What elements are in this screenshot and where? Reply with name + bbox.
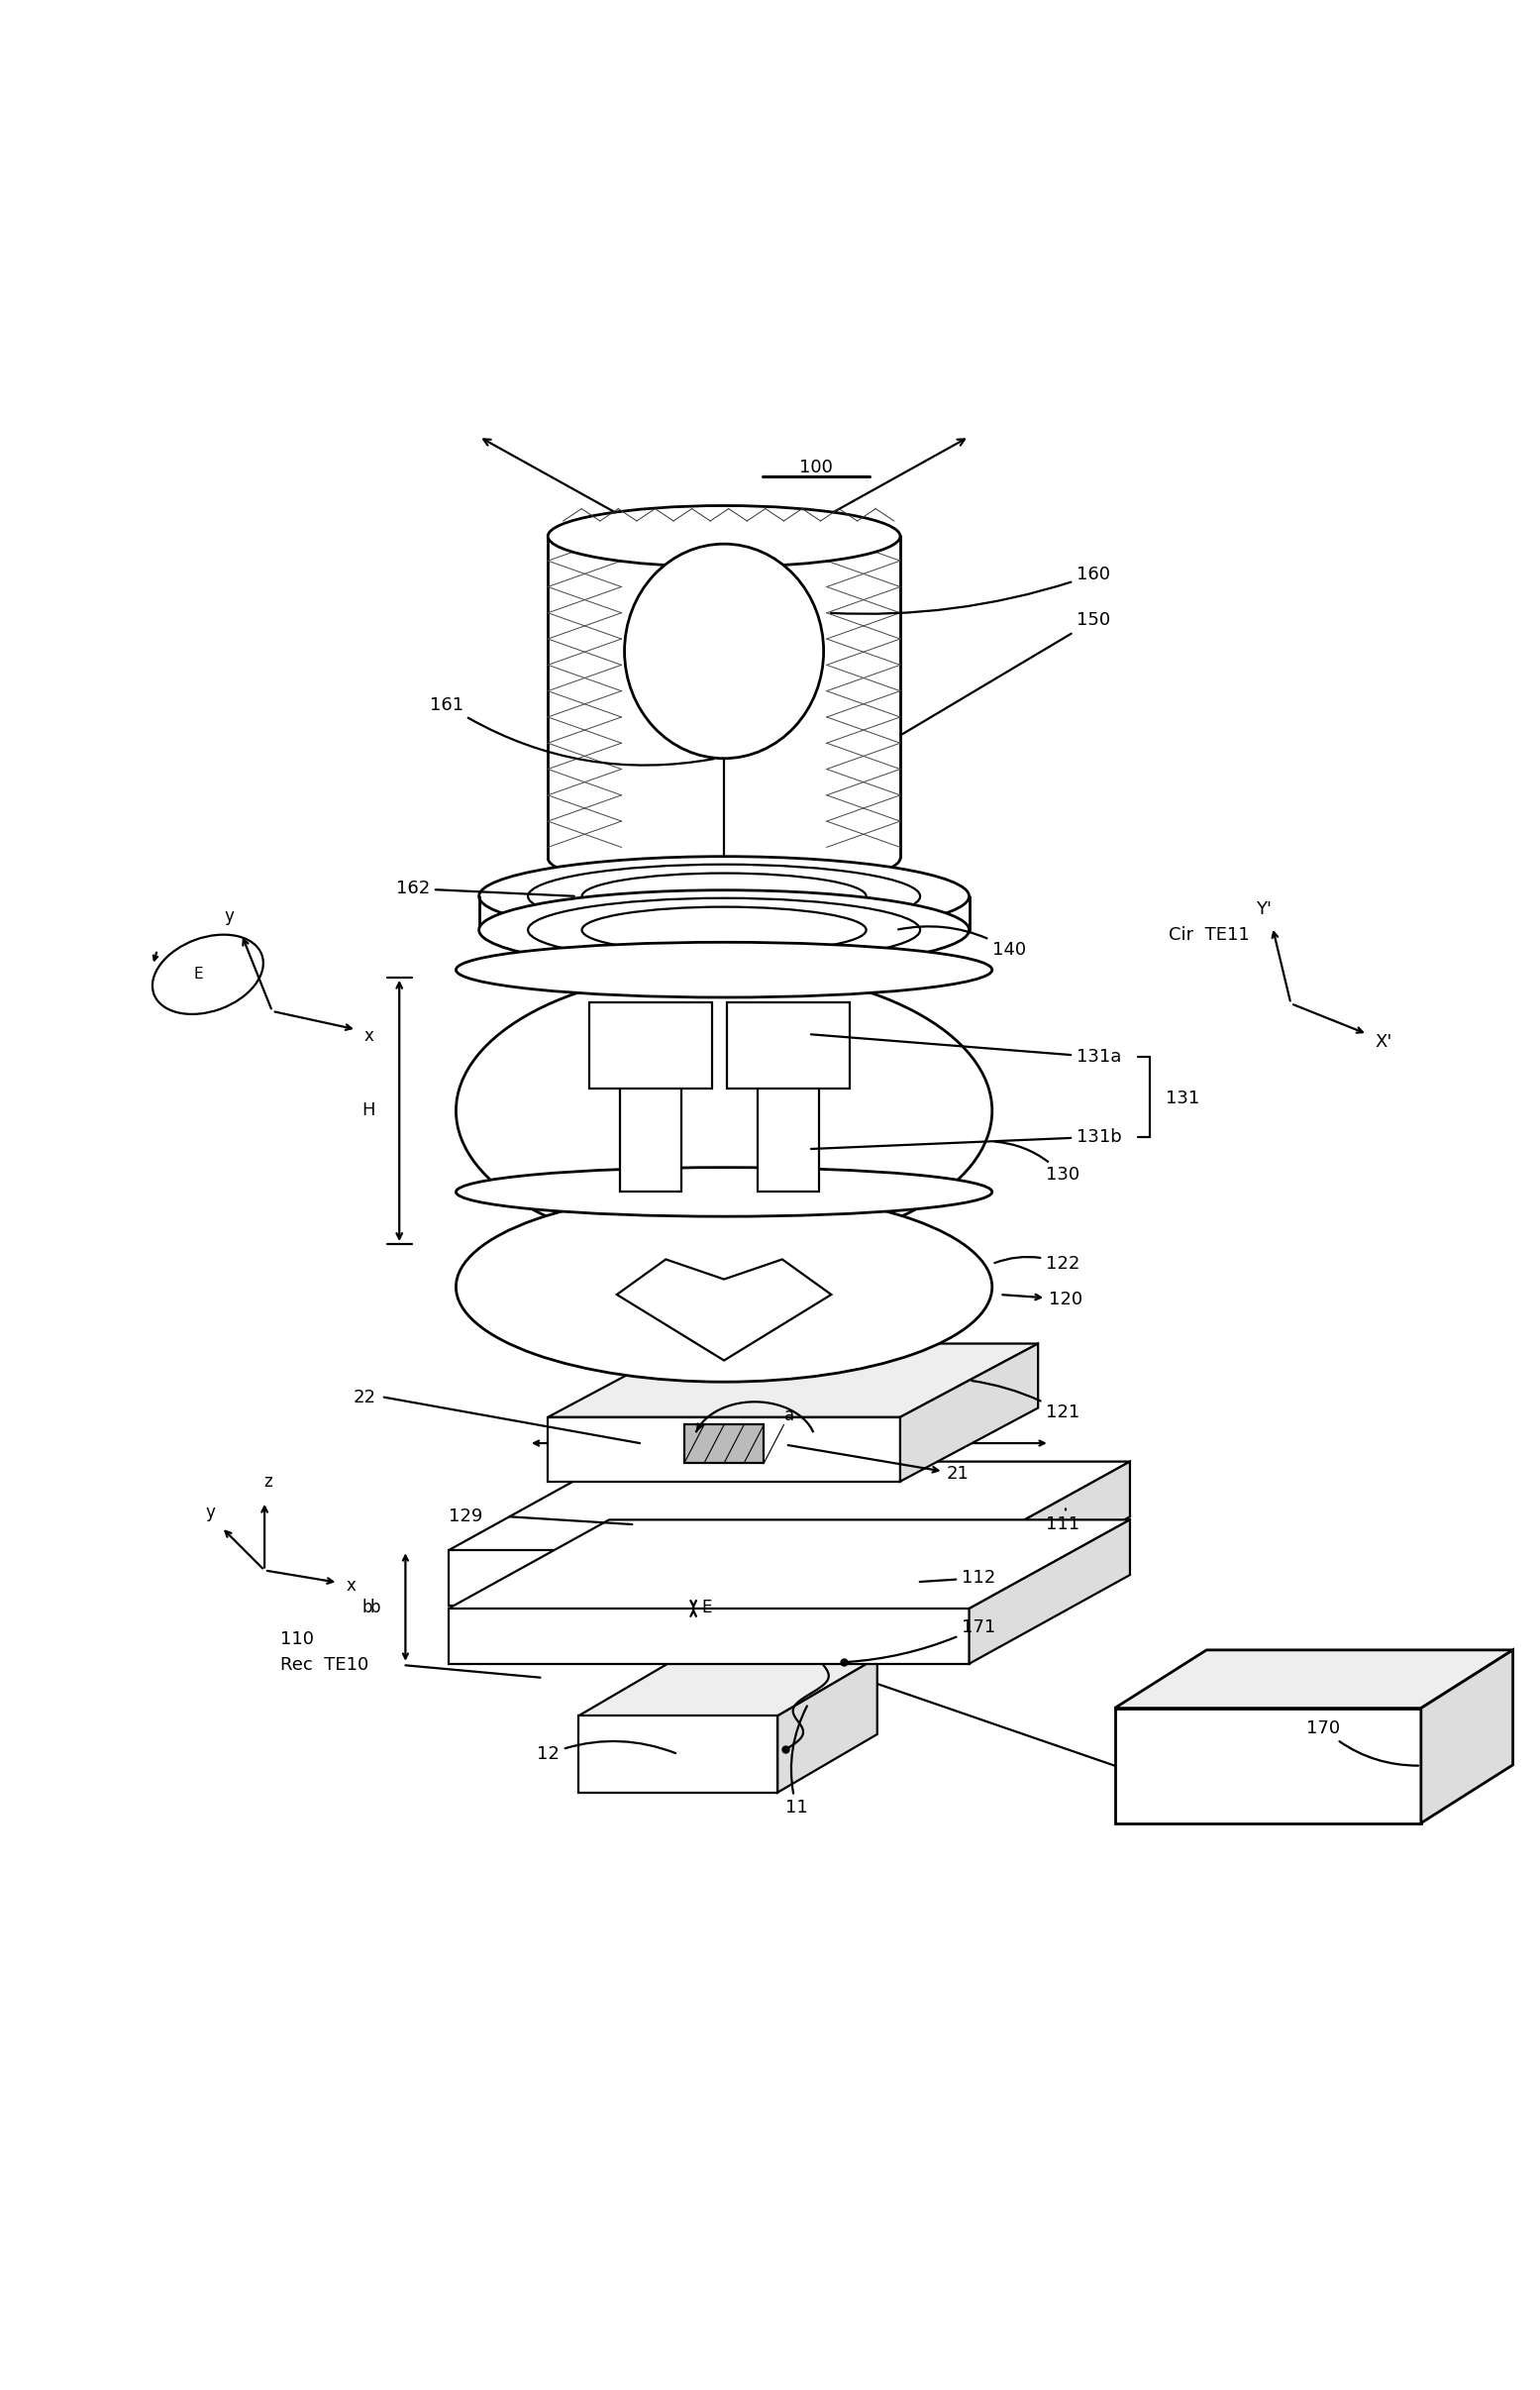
Ellipse shape	[479, 889, 969, 970]
Text: 111: 111	[1046, 1508, 1080, 1534]
Text: a: a	[784, 1408, 795, 1424]
Text: 150: 150	[902, 612, 1110, 734]
Polygon shape	[448, 1520, 1130, 1608]
Text: 170: 170	[1306, 1718, 1418, 1766]
Text: b: b	[370, 1599, 380, 1616]
Ellipse shape	[456, 1166, 992, 1217]
Text: 161: 161	[430, 695, 713, 765]
Text: 162: 162	[396, 880, 574, 899]
Text: b: b	[362, 1599, 373, 1616]
Polygon shape	[579, 1659, 878, 1716]
Ellipse shape	[456, 970, 992, 1252]
Text: 110: 110	[280, 1630, 314, 1649]
Text: 122: 122	[995, 1255, 1080, 1274]
Text: 21: 21	[788, 1446, 969, 1482]
Text: 131: 131	[1166, 1090, 1200, 1107]
Text: H: H	[362, 1102, 376, 1119]
Polygon shape	[969, 1463, 1130, 1606]
Text: 129: 129	[448, 1508, 482, 1525]
Text: y: y	[225, 908, 234, 925]
Text: 100: 100	[799, 459, 833, 476]
Polygon shape	[448, 1551, 969, 1606]
Polygon shape	[1115, 1649, 1512, 1709]
Text: 140: 140	[898, 927, 1026, 958]
Text: 130: 130	[995, 1142, 1080, 1183]
Text: 160: 160	[832, 566, 1110, 614]
Text: Rec  TE10: Rec TE10	[280, 1656, 368, 1675]
Polygon shape	[548, 1417, 901, 1482]
Text: x: x	[363, 1028, 374, 1044]
Polygon shape	[590, 1004, 711, 1087]
Text: y: y	[206, 1503, 216, 1522]
Polygon shape	[901, 1343, 1038, 1482]
Text: x: x	[345, 1577, 356, 1594]
Polygon shape	[448, 1608, 969, 1663]
Ellipse shape	[456, 1193, 992, 1381]
Text: 12: 12	[537, 1742, 676, 1764]
Polygon shape	[758, 1047, 819, 1190]
Polygon shape	[621, 1047, 681, 1190]
Text: E: E	[701, 1599, 711, 1616]
Polygon shape	[969, 1520, 1130, 1663]
Text: Cir  TE11: Cir TE11	[1169, 925, 1249, 944]
Polygon shape	[727, 1004, 850, 1087]
Ellipse shape	[548, 507, 901, 566]
Bar	[684, 1424, 764, 1463]
Text: Y': Y'	[1255, 901, 1270, 918]
Text: 121: 121	[972, 1381, 1080, 1422]
Polygon shape	[1115, 1709, 1421, 1824]
Text: E: E	[194, 968, 203, 982]
Text: z: z	[263, 1472, 273, 1491]
Text: 22: 22	[354, 1389, 376, 1405]
Polygon shape	[778, 1659, 878, 1792]
Polygon shape	[618, 1260, 832, 1360]
Text: 120: 120	[1003, 1291, 1083, 1307]
Text: 131b: 131b	[812, 1128, 1121, 1150]
Text: 131a: 131a	[812, 1035, 1121, 1066]
Polygon shape	[1421, 1649, 1512, 1824]
Polygon shape	[448, 1463, 1130, 1551]
Polygon shape	[579, 1716, 778, 1792]
Ellipse shape	[456, 942, 992, 997]
Ellipse shape	[479, 856, 969, 937]
Polygon shape	[548, 1343, 1038, 1417]
Text: X': X'	[1375, 1032, 1392, 1052]
Text: 11: 11	[785, 1706, 809, 1816]
Text: 171: 171	[847, 1618, 995, 1661]
Ellipse shape	[625, 545, 824, 758]
Text: 112: 112	[919, 1570, 995, 1587]
